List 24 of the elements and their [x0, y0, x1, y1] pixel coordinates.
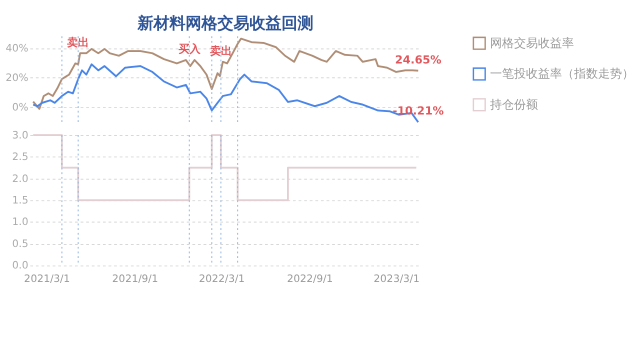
y-tick-label: 1.5	[12, 194, 28, 206]
legend-label: 一笔投收益率（指数走势）	[490, 66, 634, 81]
annotation: 卖出	[67, 36, 90, 49]
y-tick-label: 3.0	[12, 129, 28, 142]
chart-title: 新材料网格交易收益回测	[136, 13, 314, 32]
x-tick-label: 2022/3/1	[198, 272, 245, 285]
y-tick-label: 0.0	[12, 260, 28, 272]
y-tick-label: 1.0	[12, 216, 28, 228]
y-tick-label: 0%	[12, 101, 29, 114]
y-tick-label: 0.5	[12, 238, 28, 250]
y-tick-label: 2.0	[12, 172, 28, 185]
y-tick-label: 20%	[6, 72, 29, 84]
annotation: 买入	[178, 42, 202, 56]
annotation: 24.65%	[394, 53, 442, 66]
legend-label: 持仓份额	[490, 97, 538, 112]
x-tick-label: 2021/9/1	[112, 272, 158, 285]
x-tick-label: 2023/3/1	[374, 272, 420, 285]
y-tick-label: 40%	[6, 42, 29, 54]
annotation: -10.21%	[392, 104, 444, 118]
annotation: 卖出	[210, 44, 232, 58]
legend-label: 网格交易收益率	[490, 36, 574, 50]
x-tick-label: 2022/9/1	[286, 272, 333, 285]
y-tick-label: 2.5	[12, 151, 28, 164]
x-tick-label: 2021/3/1	[24, 272, 70, 285]
